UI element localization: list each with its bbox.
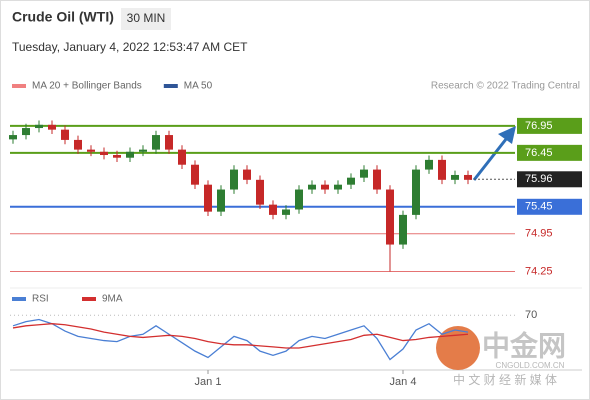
- watermark-slogan: 中 文 财 经 新 媒 体: [453, 372, 557, 387]
- level-box: [517, 171, 582, 188]
- candle-body: [256, 179, 264, 205]
- logo-mark: [436, 326, 480, 370]
- candle-body: [87, 149, 95, 152]
- candle-body: [386, 189, 394, 245]
- watermark-name: 中金网: [482, 329, 566, 361]
- candle-body: [74, 139, 82, 150]
- level-label: 76.45: [525, 147, 553, 159]
- x-tick-label: Jan 4: [390, 376, 417, 388]
- candle-body: [373, 169, 381, 190]
- candle-body: [243, 169, 251, 180]
- candle-body: [360, 169, 368, 178]
- candle-body: [35, 124, 43, 129]
- level-label: 74.25: [525, 265, 553, 277]
- level-label: 75.96: [525, 173, 553, 185]
- rsi-line: [12, 323, 469, 349]
- level-box: [517, 144, 582, 161]
- candle-body: [139, 149, 147, 152]
- candle-body: [451, 174, 459, 180]
- logo: 中金网 CNGOLD.COM.CN 中 文 财 经 新 媒 体: [436, 326, 566, 387]
- candle-body: [100, 151, 108, 156]
- candle-body: [399, 214, 407, 245]
- legend-swatch: [163, 84, 178, 88]
- candle-body: [152, 135, 160, 150]
- level-label: 76.95: [525, 120, 553, 132]
- candle-body: [191, 164, 199, 185]
- legend-swatch: [12, 297, 26, 301]
- legend-label: MA 20 + Bollinger Bands: [32, 81, 142, 92]
- legend-label: 9MA: [102, 294, 123, 305]
- candle-body: [204, 184, 212, 212]
- arrow: [472, 126, 516, 181]
- candle-body: [295, 189, 303, 210]
- candle-body: [282, 209, 290, 215]
- candle-body: [230, 169, 238, 190]
- candle-body: [464, 174, 472, 180]
- candle-body: [347, 177, 355, 185]
- candle-body: [217, 189, 225, 212]
- candle-body: [126, 151, 134, 158]
- candle-body: [165, 135, 173, 150]
- level-label: 74.95: [525, 228, 553, 240]
- legend-label: RSI: [32, 294, 49, 305]
- candle-body: [269, 204, 277, 215]
- candle-body: [412, 169, 420, 215]
- level-box: [517, 117, 582, 134]
- legend-swatch: [82, 297, 96, 301]
- watermark-site: CNGOLD.COM.CN: [496, 361, 565, 370]
- candle-body: [113, 155, 121, 158]
- candle-body: [9, 135, 17, 140]
- legend-label: MA 50: [184, 81, 213, 92]
- candle-body: [61, 129, 69, 140]
- candle-body: [22, 128, 30, 136]
- candle-body: [425, 159, 433, 170]
- rsi-line: [12, 318, 469, 361]
- legend-swatch: [12, 84, 26, 88]
- level-label: 75.45: [525, 201, 553, 213]
- level-box: [517, 198, 582, 215]
- candle-body: [321, 184, 329, 190]
- timeframe: 30 MIN: [127, 11, 166, 25]
- timeframe-box: [121, 8, 171, 30]
- candle-body: [48, 124, 56, 130]
- candle-body: [438, 159, 446, 180]
- candle-body: [178, 149, 186, 165]
- title: Crude Oil (WTI): [12, 9, 114, 25]
- datetime: Tuesday, January 4, 2022 12:53:47 AM CET: [12, 40, 248, 54]
- credit: Research © 2022 Trading Central: [431, 81, 580, 92]
- x-tick-label: Jan 1: [195, 376, 222, 388]
- candle-body: [308, 184, 316, 190]
- rsi-tick-label: 70: [525, 309, 537, 321]
- candle-body: [334, 184, 342, 190]
